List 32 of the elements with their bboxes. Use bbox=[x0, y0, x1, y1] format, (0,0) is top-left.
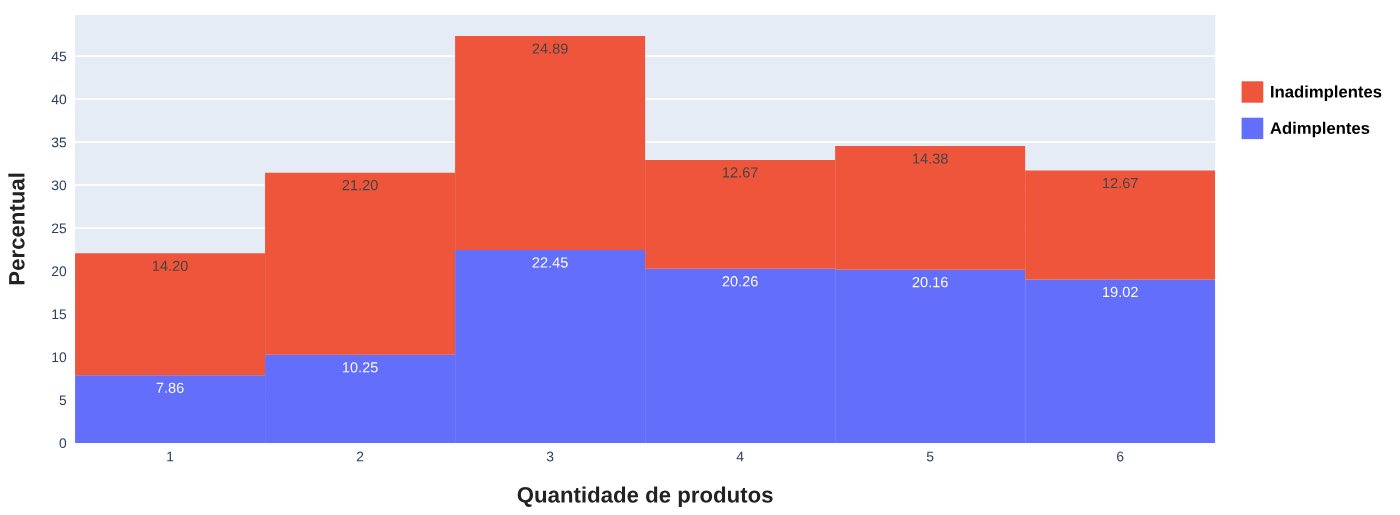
data-label: 12.67 bbox=[723, 167, 758, 178]
data-label: 12.67 bbox=[1103, 177, 1138, 189]
y-tick-label: 40 bbox=[51, 94, 67, 105]
y-tick-label: 30 bbox=[51, 180, 67, 191]
data-label: 7.86 bbox=[156, 382, 184, 394]
data-label: 20.26 bbox=[722, 276, 758, 287]
legend-label: Adimplentes bbox=[1270, 121, 1370, 138]
legend-label: Inadimplentes bbox=[1271, 85, 1382, 101]
x-tick-label: 1 bbox=[167, 451, 174, 462]
y-tick-label: 0 bbox=[59, 438, 67, 449]
y-tick-label: 20 bbox=[51, 266, 67, 277]
data-label: 14.20 bbox=[152, 260, 188, 271]
y-tick-label: 45 bbox=[51, 51, 67, 62]
x-tick-label: 3 bbox=[546, 451, 554, 462]
x-tick-label: 2 bbox=[356, 451, 364, 462]
data-label: 22.45 bbox=[532, 257, 568, 268]
y-axis-title: Percentual bbox=[8, 173, 25, 285]
y-tick-label: 25 bbox=[51, 223, 67, 234]
x-tick-label: 6 bbox=[1117, 451, 1124, 462]
x-tick-label: 5 bbox=[926, 451, 934, 462]
y-tick-label: 15 bbox=[52, 309, 67, 320]
y-tick-label: 10 bbox=[52, 352, 67, 363]
y-tick-label: 5 bbox=[59, 395, 67, 406]
data-label: 20.16 bbox=[912, 276, 948, 288]
y-tick-label: 35 bbox=[51, 137, 67, 148]
data-label: 24.89 bbox=[532, 43, 568, 54]
data-label: 14.38 bbox=[913, 153, 948, 164]
data-label: 19.02 bbox=[1103, 286, 1138, 298]
data-label: 21.20 bbox=[342, 179, 378, 191]
x-axis-title: Quantidade de produtos bbox=[517, 486, 773, 508]
x-tick-label: 4 bbox=[736, 451, 744, 462]
data-label: 10.25 bbox=[342, 362, 378, 373]
